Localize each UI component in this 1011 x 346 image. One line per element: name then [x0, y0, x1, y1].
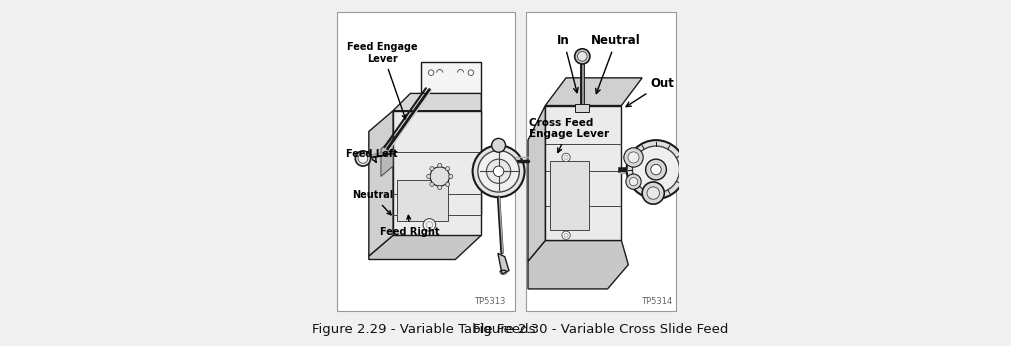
Text: Figure 2.30 - Variable Cross Slide Feed: Figure 2.30 - Variable Cross Slide Feed: [472, 323, 728, 336]
Polygon shape: [369, 235, 481, 260]
Circle shape: [624, 148, 643, 167]
Text: Feed Engage
Lever: Feed Engage Lever: [348, 43, 418, 119]
Text: Neutral: Neutral: [591, 34, 641, 93]
Polygon shape: [393, 93, 481, 111]
Circle shape: [562, 231, 570, 239]
Text: TP5314: TP5314: [641, 297, 672, 306]
Circle shape: [426, 221, 433, 228]
Circle shape: [714, 152, 726, 165]
Polygon shape: [545, 78, 642, 106]
Circle shape: [646, 159, 666, 180]
Circle shape: [642, 182, 664, 204]
Polygon shape: [528, 106, 545, 261]
Text: Neutral: Neutral: [353, 191, 394, 215]
Text: Feed Left: Feed Left: [346, 149, 397, 162]
Circle shape: [486, 159, 511, 183]
Circle shape: [430, 182, 434, 186]
Circle shape: [491, 138, 506, 152]
Circle shape: [449, 174, 453, 179]
Circle shape: [493, 166, 503, 176]
Circle shape: [427, 174, 431, 179]
Circle shape: [628, 152, 639, 163]
Circle shape: [478, 151, 520, 192]
Circle shape: [424, 219, 436, 231]
Circle shape: [429, 201, 434, 207]
Text: Cross Feed
Engage Lever: Cross Feed Engage Lever: [529, 118, 610, 153]
Circle shape: [358, 154, 368, 163]
Circle shape: [562, 153, 570, 162]
Circle shape: [647, 187, 659, 199]
Polygon shape: [545, 106, 622, 240]
Circle shape: [468, 201, 474, 207]
Circle shape: [438, 185, 442, 190]
Circle shape: [430, 167, 450, 186]
Circle shape: [429, 70, 434, 75]
Circle shape: [438, 163, 442, 167]
Circle shape: [472, 145, 525, 197]
Circle shape: [446, 166, 450, 171]
Circle shape: [651, 164, 661, 175]
Bar: [396, 180, 449, 221]
Text: Figure 2.29 - Variable Table Feeds: Figure 2.29 - Variable Table Feeds: [311, 323, 535, 336]
Text: Out: Out: [626, 76, 674, 107]
Circle shape: [446, 182, 450, 186]
Circle shape: [627, 140, 685, 199]
Bar: [574, 104, 588, 112]
Bar: [527, 12, 675, 311]
Text: In: In: [557, 34, 578, 93]
Circle shape: [630, 177, 638, 186]
Polygon shape: [421, 62, 481, 215]
Circle shape: [626, 174, 641, 189]
Polygon shape: [497, 253, 509, 274]
Text: TP5313: TP5313: [474, 297, 506, 306]
Text: Feed Right: Feed Right: [380, 215, 440, 237]
Circle shape: [564, 233, 568, 237]
Bar: [337, 12, 515, 311]
Circle shape: [430, 166, 434, 171]
Circle shape: [468, 70, 474, 75]
Bar: [550, 161, 588, 230]
Polygon shape: [369, 111, 393, 256]
Polygon shape: [393, 111, 481, 235]
Circle shape: [574, 49, 590, 64]
Circle shape: [577, 52, 587, 61]
Circle shape: [355, 151, 371, 166]
Circle shape: [633, 146, 679, 193]
Circle shape: [564, 155, 568, 160]
Polygon shape: [381, 138, 393, 176]
Polygon shape: [528, 240, 628, 289]
